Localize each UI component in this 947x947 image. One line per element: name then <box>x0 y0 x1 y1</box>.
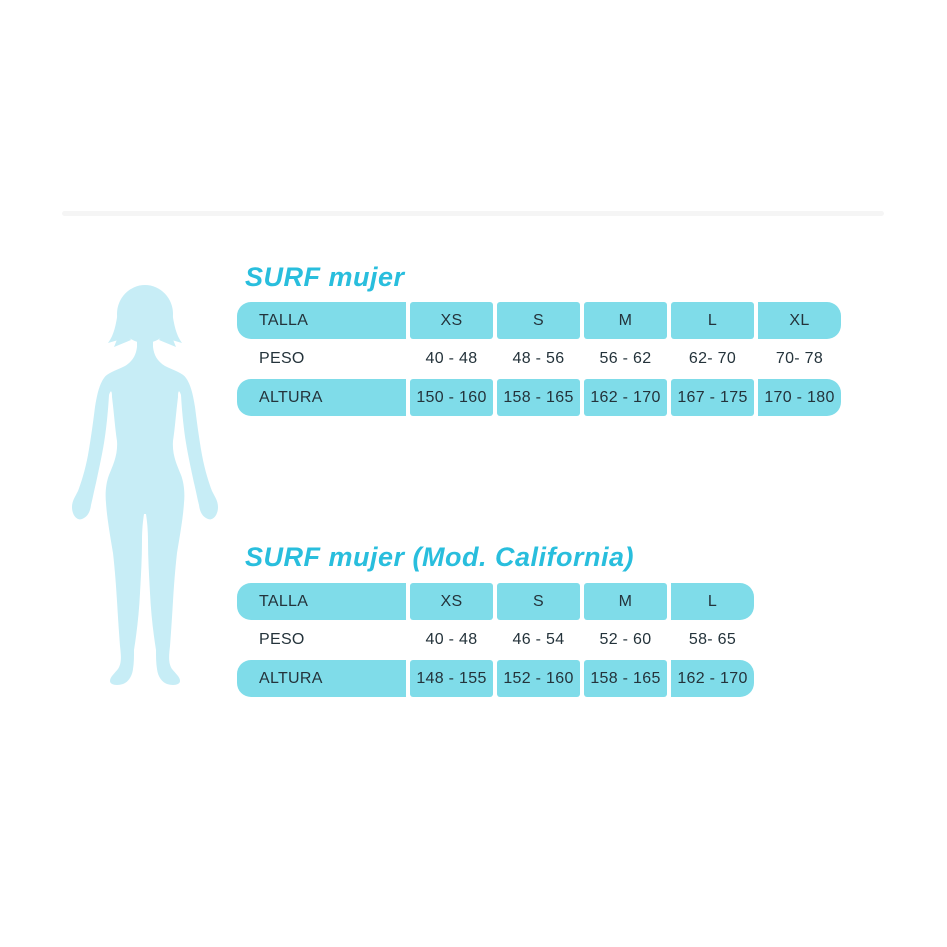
table-2-title: SURF mujer (Mod. California) <box>245 542 635 572</box>
table-1-title: SURF mujer <box>245 262 405 292</box>
altura-value: 148 - 155 <box>410 660 493 697</box>
altura-value: 158 - 165 <box>497 379 580 416</box>
peso-value: 62- 70 <box>688 350 737 367</box>
header-cell-xl: XL <box>758 302 841 339</box>
header-cell-s: S <box>497 583 580 620</box>
header-cell-talla: TALLA <box>237 583 406 620</box>
header-cell-m: M <box>584 302 667 339</box>
peso-value: 70- 78 <box>775 350 824 367</box>
row-label-peso: PESO <box>259 350 305 367</box>
header-cell-xs: XS <box>410 583 493 620</box>
header-cell-talla: TALLA <box>237 302 406 339</box>
altura-value: 162 - 170 <box>671 660 754 697</box>
size-table-surf-mujer-california: TALLA XS S M L PESO 40 - 48 46 - 54 52 -… <box>237 583 754 697</box>
altura-value: 152 - 160 <box>497 660 580 697</box>
peso-value: 46 - 54 <box>512 631 565 648</box>
peso-value: 40 - 48 <box>425 631 478 648</box>
header-cell-m: M <box>584 583 667 620</box>
altura-value: 170 - 180 <box>758 379 841 416</box>
altura-value: 167 - 175 <box>671 379 754 416</box>
header-cell-l: L <box>671 302 754 339</box>
peso-value: 52 - 60 <box>599 631 652 648</box>
altura-value: 158 - 165 <box>584 660 667 697</box>
altura-value: 162 - 170 <box>584 379 667 416</box>
row-label-altura: ALTURA <box>237 379 406 416</box>
peso-value: 58- 65 <box>688 631 737 648</box>
header-cell-s: S <box>497 302 580 339</box>
header-cell-l: L <box>671 583 754 620</box>
altura-value: 150 - 160 <box>410 379 493 416</box>
peso-value: 48 - 56 <box>512 350 565 367</box>
woman-silhouette-figure <box>65 283 225 693</box>
row-label-peso: PESO <box>259 631 305 648</box>
size-table-surf-mujer: TALLA XS S M L XL PESO 40 - 48 48 - 56 5… <box>237 302 841 416</box>
header-cell-xs: XS <box>410 302 493 339</box>
row-label-altura: ALTURA <box>237 660 406 697</box>
top-divider-line <box>62 211 884 216</box>
peso-value: 56 - 62 <box>599 350 652 367</box>
peso-value: 40 - 48 <box>425 350 478 367</box>
woman-silhouette-icon <box>72 285 218 685</box>
